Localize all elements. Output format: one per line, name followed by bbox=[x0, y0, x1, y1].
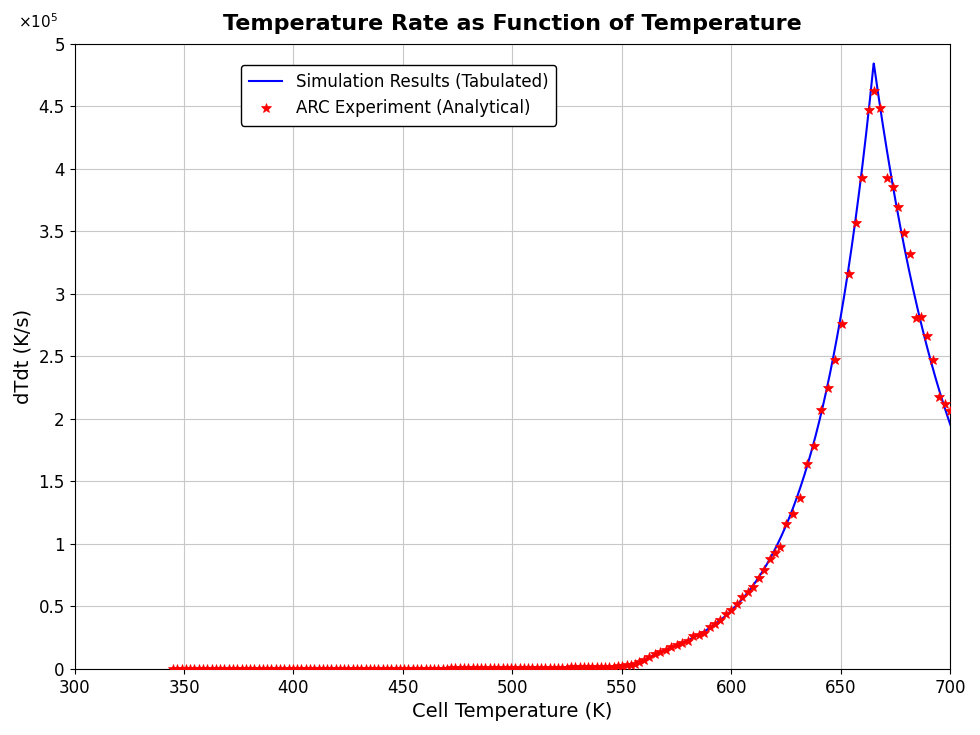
Text: $\times 10^5$: $\times 10^5$ bbox=[18, 12, 58, 32]
Simulation Results (Tabulated) bbox=[302, 664, 314, 673]
ARC Experiment (Analytical) bbox=[172, 664, 183, 673]
Legend: Simulation Results (Tabulated), ARC Experiment (Analytical): Simulation Results (Tabulated), ARC Expe… bbox=[240, 65, 557, 126]
ARC Experiment (Analytical) bbox=[887, 183, 899, 192]
Simulation Results (Tabulated) bbox=[256, 664, 268, 673]
ARC Experiment (Analytical) bbox=[737, 592, 749, 601]
Title: Temperature Rate as Function of Temperature: Temperature Rate as Function of Temperat… bbox=[223, 14, 802, 34]
Line: Simulation Results (Tabulated): Simulation Results (Tabulated) bbox=[173, 63, 951, 669]
ARC Experiment (Analytical) bbox=[168, 664, 179, 673]
Simulation Results (Tabulated) bbox=[945, 420, 956, 429]
Line: ARC Experiment (Analytical): ARC Experiment (Analytical) bbox=[169, 86, 955, 674]
Simulation Results (Tabulated) bbox=[846, 245, 858, 254]
X-axis label: Cell Temperature (K): Cell Temperature (K) bbox=[413, 702, 612, 721]
ARC Experiment (Analytical) bbox=[364, 664, 375, 673]
ARC Experiment (Analytical) bbox=[484, 664, 496, 673]
ARC Experiment (Analytical) bbox=[945, 406, 956, 415]
Simulation Results (Tabulated) bbox=[466, 664, 477, 673]
Simulation Results (Tabulated) bbox=[867, 59, 879, 68]
Y-axis label: dTdt (K/s): dTdt (K/s) bbox=[14, 309, 33, 404]
Simulation Results (Tabulated) bbox=[168, 664, 179, 673]
Simulation Results (Tabulated) bbox=[499, 664, 511, 673]
ARC Experiment (Analytical) bbox=[808, 442, 820, 451]
ARC Experiment (Analytical) bbox=[687, 631, 699, 640]
ARC Experiment (Analytical) bbox=[868, 86, 880, 95]
Simulation Results (Tabulated) bbox=[929, 373, 941, 381]
